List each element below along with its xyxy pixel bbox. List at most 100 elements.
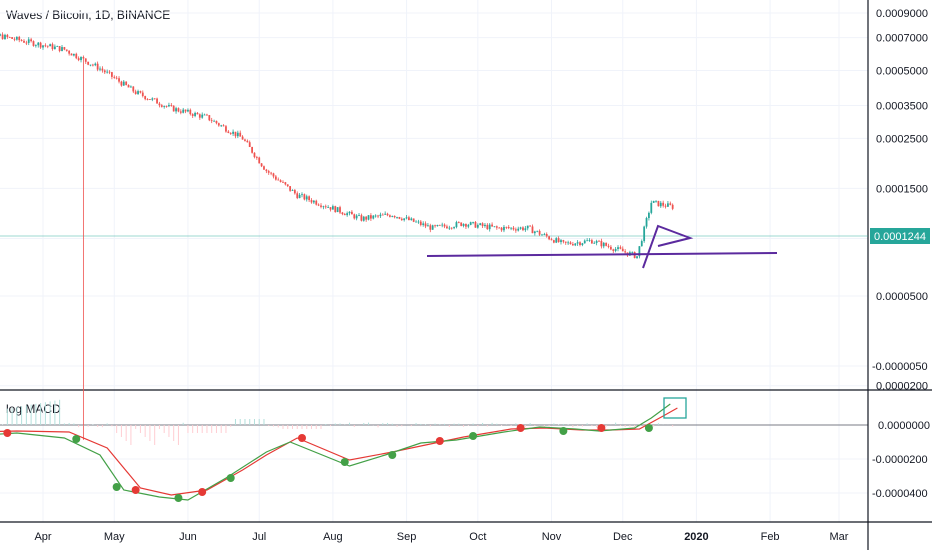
candle-body bbox=[600, 240, 603, 247]
candle-body bbox=[374, 215, 377, 217]
candle-body bbox=[650, 202, 653, 213]
support-line bbox=[426, 252, 778, 257]
candle-body bbox=[272, 173, 275, 177]
candle-body bbox=[246, 140, 249, 143]
candle-body bbox=[61, 47, 63, 51]
candle-body bbox=[560, 240, 562, 243]
price-tick-label: 0.0000500 bbox=[876, 291, 928, 303]
candle-body bbox=[365, 216, 368, 220]
candle-body bbox=[514, 229, 517, 231]
candle-body bbox=[51, 44, 54, 50]
candle-body bbox=[172, 105, 175, 112]
candle-body bbox=[253, 152, 256, 158]
candle-body bbox=[379, 214, 382, 217]
candle-body bbox=[101, 68, 104, 71]
price-axis: 0.0009000 0.0007000 0.0005000 0.0003500 0.00… bbox=[872, 8, 928, 393]
time-tick-label: Jul bbox=[252, 531, 266, 543]
candle-body bbox=[75, 53, 78, 59]
macd-cross-dot bbox=[469, 432, 478, 440]
candle-body bbox=[30, 39, 33, 42]
candle-body bbox=[103, 70, 106, 73]
candle-body bbox=[443, 224, 446, 227]
candle-body bbox=[524, 228, 527, 231]
candle-body bbox=[320, 205, 322, 207]
candle-body bbox=[89, 64, 92, 66]
candle-body bbox=[372, 215, 375, 219]
candle-body bbox=[336, 207, 339, 213]
candle-body bbox=[265, 169, 268, 172]
candle-body bbox=[488, 224, 491, 230]
price-tick-label: -0.0000050 bbox=[872, 361, 928, 373]
candle-body bbox=[519, 227, 522, 229]
candle-body bbox=[4, 34, 6, 40]
candle-body bbox=[398, 217, 401, 219]
candle-body bbox=[415, 221, 417, 223]
candle-body bbox=[84, 58, 87, 62]
candle-body bbox=[612, 249, 615, 251]
candle-body bbox=[543, 234, 546, 235]
candle-body bbox=[189, 109, 192, 115]
candle-body bbox=[671, 204, 674, 209]
candle-body bbox=[638, 246, 641, 257]
candle-body bbox=[291, 190, 294, 191]
candle-body bbox=[462, 223, 465, 226]
candle-body bbox=[431, 225, 434, 230]
candle-body bbox=[538, 230, 541, 235]
candle-body bbox=[274, 176, 277, 180]
candle-body bbox=[208, 115, 211, 121]
time-tick-label: Mar bbox=[830, 531, 849, 543]
candle-body bbox=[125, 81, 128, 86]
candle-body bbox=[165, 106, 168, 107]
candle-body bbox=[198, 114, 201, 118]
candle-body bbox=[427, 225, 429, 227]
candle-body bbox=[284, 182, 287, 185]
candle-body bbox=[18, 36, 21, 41]
candle-body bbox=[583, 240, 586, 244]
candle-body bbox=[386, 213, 389, 216]
candle-body bbox=[232, 131, 234, 134]
candle-body bbox=[624, 251, 627, 253]
candle-body bbox=[236, 132, 239, 137]
candle-body bbox=[270, 172, 273, 174]
candle-body bbox=[346, 213, 349, 216]
candle-body bbox=[469, 222, 472, 225]
candle-body bbox=[317, 204, 320, 206]
candle-body bbox=[241, 136, 244, 140]
candle-body bbox=[669, 203, 672, 205]
time-tick-label: Nov bbox=[542, 531, 562, 543]
candle-body bbox=[201, 114, 204, 118]
pattern-drawings bbox=[426, 224, 778, 269]
candle-body bbox=[493, 226, 496, 228]
candle-body bbox=[144, 96, 147, 100]
candle-body bbox=[118, 78, 120, 82]
candle-body bbox=[441, 224, 444, 226]
candle-body bbox=[607, 245, 610, 247]
candle-body bbox=[70, 53, 73, 56]
candle-body bbox=[581, 243, 584, 245]
candle-body bbox=[619, 247, 622, 249]
candle-body bbox=[96, 63, 99, 70]
candle-body bbox=[179, 111, 182, 113]
candle-body bbox=[396, 217, 398, 218]
candle-body bbox=[206, 114, 208, 116]
candle-body bbox=[391, 215, 394, 217]
price-tick-label: 0.0002500 bbox=[876, 133, 928, 145]
candle-body bbox=[225, 126, 227, 132]
candle-body bbox=[263, 166, 265, 170]
candle-body bbox=[510, 227, 512, 229]
macd-line bbox=[0, 403, 671, 501]
candle-body bbox=[229, 132, 232, 134]
candle-body bbox=[434, 225, 436, 227]
candle-body bbox=[512, 227, 515, 230]
candle-body bbox=[217, 123, 220, 126]
candle-body bbox=[476, 224, 479, 228]
candle-body bbox=[163, 106, 166, 107]
candle-body bbox=[593, 242, 596, 244]
candle-body bbox=[424, 223, 427, 227]
candle-body bbox=[56, 46, 59, 47]
candle-body bbox=[481, 223, 484, 227]
candle-body bbox=[343, 214, 346, 216]
candle-body bbox=[220, 125, 223, 127]
